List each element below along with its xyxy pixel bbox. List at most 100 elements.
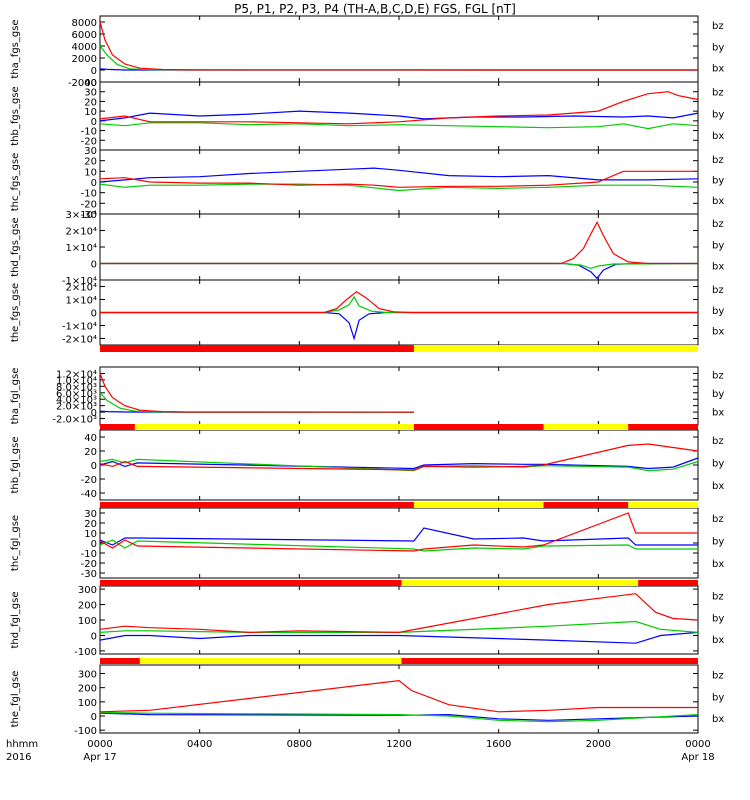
ytick-label-p8: 0 — [91, 539, 97, 550]
legend-bx-p10: bx — [712, 714, 724, 725]
ytick-label-p2: 0 — [91, 117, 97, 128]
series-bz-p1 — [99, 21, 699, 71]
state-bar-segment-bar3 — [413, 502, 544, 508]
panel-frame-p6 — [99, 366, 699, 426]
legend-bz-p9: bz — [712, 592, 724, 603]
legend-by-p5: by — [712, 306, 724, 317]
legend-by-p7: by — [712, 458, 724, 469]
series-bz-p5 — [100, 290, 698, 314]
ytick-label-p7: 40 — [84, 433, 97, 444]
legend-bx-p5: bx — [712, 327, 724, 338]
ytick-label-p2: 40 — [84, 78, 97, 89]
ytick-label-p2: 30 — [84, 88, 97, 99]
ytick-label-p10: -100 — [74, 726, 97, 737]
ytick-label-p5: 0 — [91, 309, 97, 320]
ylabel-p1: tha_fgs_gse — [10, 19, 21, 78]
chart-title: P5, P1, P2, P3, P4 (TH-A,B,C,D,E) FGS, F… — [234, 2, 516, 16]
xtick-label: 1600 — [486, 739, 511, 750]
ytick-label-p1: 2000 — [72, 54, 97, 65]
series-bz-p6 — [99, 373, 414, 413]
ytick-label-p2: 10 — [84, 107, 97, 118]
series-bz-p9 — [99, 593, 699, 634]
legend-bx-p1: bx — [712, 63, 724, 74]
series-by-p4 — [100, 262, 699, 270]
series-bz-p7 — [99, 443, 699, 471]
series-by-p10 — [99, 711, 699, 723]
ytick-label-p6: 8.0×10³ — [56, 382, 97, 393]
legend-bz-p3: bz — [712, 155, 724, 166]
legend-bz-p6: bz — [712, 371, 724, 382]
series-bz-p2 — [99, 91, 699, 125]
series-by-p6 — [99, 392, 414, 413]
ytick-label-p3: 10 — [84, 167, 97, 178]
state-bar-segment-bar4 — [401, 580, 639, 586]
ylabel-p2: thb_fgs_gse — [10, 86, 21, 145]
state-bar-segment-bar4 — [100, 580, 402, 586]
ytick-label-p6: 1.0×10⁴ — [56, 376, 97, 387]
legend-by-p2: by — [712, 109, 724, 120]
ytick-label-p2: -20 — [81, 136, 97, 147]
legend-bx-p2: bx — [712, 131, 724, 142]
series-bz-p8 — [99, 512, 698, 552]
ylabel-p7: thb_fgl_gse — [10, 437, 21, 494]
panel-frame-p9 — [99, 585, 699, 655]
ytick-label-p8: -10 — [81, 549, 97, 560]
series-by-p5 — [100, 295, 698, 314]
legend-bz-p1: bz — [712, 21, 724, 32]
series-by-p8 — [99, 539, 698, 552]
ylabel-p5: the_fgs_gse — [10, 283, 21, 342]
ytick-label-p9: 200 — [78, 601, 97, 612]
series-bx-p10 — [99, 712, 699, 721]
x-caption-time: hhmm — [6, 739, 38, 750]
ytick-label-p5: 1×10⁴ — [66, 296, 97, 307]
state-bar-segment-bar3 — [100, 502, 414, 508]
state-bar-segment-bar3 — [543, 502, 629, 508]
ytick-label-p9: 300 — [78, 585, 97, 596]
legend-bz-p4: bz — [712, 219, 724, 230]
ytick-label-p9: 0 — [91, 631, 97, 642]
ytick-label-p5: -2×10⁴ — [62, 335, 97, 346]
legend-bx-p8: bx — [712, 559, 724, 570]
panel-frame-p10 — [99, 664, 699, 734]
ytick-label-p10: 100 — [78, 698, 97, 709]
xtick-label: 0800 — [287, 739, 312, 750]
series-bz-p3 — [99, 170, 698, 188]
ytick-label-p5: 2×10⁴ — [66, 283, 97, 294]
ytick-label-p6: 4.0×10³ — [56, 395, 97, 406]
panel-frame-p4 — [99, 213, 699, 281]
state-bar-segment-bar5 — [139, 658, 402, 664]
date-label: Apr 17 — [83, 752, 116, 763]
ytick-label-p8: 10 — [84, 529, 97, 540]
series-by-p7 — [99, 458, 699, 472]
ytick-label-p1: 4000 — [72, 42, 97, 53]
ytick-label-p6: 1.2×10⁴ — [56, 369, 97, 380]
panel-frame-p1 — [99, 15, 699, 83]
ytick-label-p3: -30 — [81, 210, 97, 221]
ytick-label-p6: 2.0×10³ — [56, 402, 97, 413]
state-bar-segment-bar4 — [638, 580, 698, 586]
legend-bx-p7: bx — [712, 481, 724, 492]
xtick-label: 1200 — [386, 739, 411, 750]
state-bar-segment-bar3 — [628, 502, 698, 508]
ytick-label-p7: -40 — [81, 489, 97, 500]
state-bar-segment-bar2 — [100, 424, 135, 430]
legend-bz-p8: bz — [712, 514, 724, 525]
ytick-label-p3: 30 — [84, 146, 97, 157]
series-bx-p5 — [100, 311, 698, 341]
legend-by-p3: by — [712, 175, 724, 186]
ytick-label-p8: 20 — [84, 519, 97, 530]
legend-bz-p10: bz — [712, 671, 724, 682]
ytick-label-p3: -20 — [81, 199, 97, 210]
ytick-label-p10: 0 — [91, 712, 97, 723]
legend-bx-p9: bx — [712, 635, 724, 646]
ytick-label-p1: -2000 — [68, 78, 97, 89]
series-bx-p2 — [99, 110, 699, 122]
panel-frame-p3 — [99, 149, 699, 215]
series-by-p2 — [99, 122, 699, 130]
legend-bx-p4: bx — [712, 261, 724, 272]
ytick-label-p6: -2.0×10³ — [52, 415, 97, 426]
xtick-label: 2000 — [586, 739, 611, 750]
ylabel-p3: thc_fgs_gse — [10, 153, 21, 212]
series-by-p1 — [99, 45, 698, 71]
